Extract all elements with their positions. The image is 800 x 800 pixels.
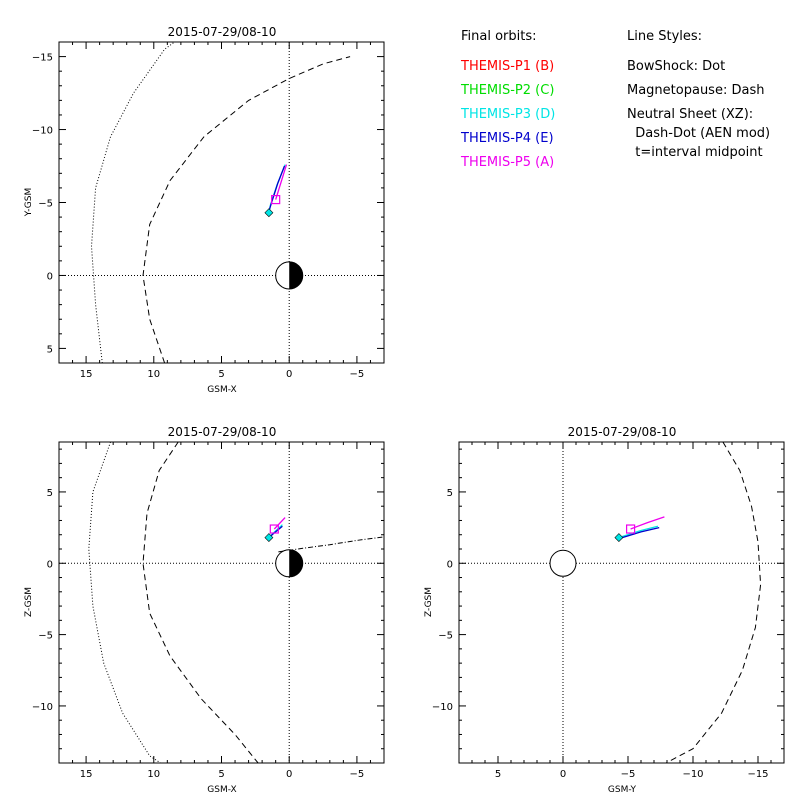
xy-ytick-label: 5 bbox=[47, 344, 53, 355]
xz-bow-shock bbox=[88, 442, 161, 763]
xy-xtick-label: −5 bbox=[350, 369, 365, 380]
yz-ylabel: Z-GSM bbox=[424, 587, 434, 617]
xz-plot-area bbox=[59, 442, 384, 763]
legend-style-1: BowShock: Dot bbox=[627, 59, 725, 74]
yz-xtick-label: −15 bbox=[747, 769, 768, 780]
xz-xtick-label: 0 bbox=[286, 769, 292, 780]
xy-xtick-label: 5 bbox=[218, 369, 224, 380]
legend-probe-1: THEMIS-P1 (B) bbox=[460, 59, 554, 74]
xy-ytick-label: −5 bbox=[38, 199, 53, 210]
legend-probe-5: THEMIS-P5 (A) bbox=[460, 155, 554, 170]
xz-ylabel: Z-GSM bbox=[24, 587, 34, 617]
xz-ytick-label: −5 bbox=[38, 631, 53, 642]
xy-plot: 15 10 5 0 −5 −15 −10 −5 0 5 bbox=[32, 41, 385, 380]
xz-marker-square bbox=[269, 524, 279, 534]
xz-title: 2015-07-29/08-10 bbox=[168, 425, 277, 439]
legend-probe-2: THEMIS-P2 (C) bbox=[460, 83, 554, 98]
xz-frame bbox=[58, 441, 385, 764]
xy-ytick-label: −15 bbox=[32, 53, 53, 64]
xy-xtick-label: 0 bbox=[286, 369, 292, 380]
legend-style-4: Dash-Dot (AEN mod) bbox=[627, 126, 770, 141]
xy-xlabel: GSM-X bbox=[207, 385, 236, 395]
yz-xtick-label: 0 bbox=[560, 769, 566, 780]
yz-xtick-label: −10 bbox=[682, 769, 703, 780]
xz-xlabel: GSM-X bbox=[207, 785, 236, 795]
yz-plot-area bbox=[459, 442, 784, 763]
legend-style-3: Neutral Sheet (XZ): bbox=[627, 107, 753, 122]
xy-marker-square bbox=[271, 194, 281, 205]
xz-xtick-label: 5 bbox=[218, 769, 224, 780]
yz-earth bbox=[549, 549, 577, 577]
xy-ytick-label: −10 bbox=[32, 126, 53, 137]
yz-orbit-2 bbox=[620, 526, 660, 539]
yz-magnetopause bbox=[664, 442, 762, 763]
xz-neutral-sheet bbox=[278, 536, 384, 553]
xy-ylabel: Y-GSM bbox=[24, 188, 34, 217]
xz-xtick-label: 10 bbox=[147, 769, 160, 780]
yz-xlabel: GSM-Y bbox=[608, 785, 637, 795]
legend-styles-title: Line Styles: bbox=[627, 29, 702, 44]
yz-ytick-label: −5 bbox=[438, 631, 453, 642]
legend-style-2: Magnetopause: Dash bbox=[627, 83, 764, 98]
xy-xtick-label: 15 bbox=[80, 369, 93, 380]
xy-earth-night-side bbox=[289, 261, 303, 289]
xy-title: 2015-07-29/08-10 bbox=[168, 25, 277, 39]
xz-plot: 15 10 5 0 −5 5 0 −5 −10 bbox=[32, 441, 385, 780]
xz-ytick-label: 0 bbox=[47, 559, 53, 570]
yz-frame bbox=[458, 441, 785, 764]
yz-ytick-label: 5 bbox=[447, 488, 453, 499]
xy-orbit-2 bbox=[268, 165, 286, 212]
xy-marker-diamond bbox=[264, 208, 274, 218]
xz-xtick-label: 15 bbox=[80, 769, 93, 780]
yz-plot: 5 0 −5 −10 −15 5 0 −5 −10 bbox=[432, 441, 785, 780]
yz-xtick-label: −5 bbox=[621, 769, 636, 780]
yz-ytick-label: −10 bbox=[432, 702, 453, 713]
yz-xtick-label: 5 bbox=[495, 769, 501, 780]
xy-orbit-3 bbox=[275, 164, 288, 200]
xy-plot-area bbox=[59, 42, 384, 363]
xz-ytick-label: −10 bbox=[32, 702, 53, 713]
xy-frame bbox=[58, 41, 385, 364]
xz-magnetopause bbox=[142, 442, 259, 763]
yz-ytick-label: 0 bbox=[447, 559, 453, 570]
yz-title: 2015-07-29/08-10 bbox=[568, 425, 677, 439]
legend-style-5: t=interval midpoint bbox=[627, 145, 763, 160]
legend-probe-4: THEMIS-P4 (E) bbox=[460, 131, 554, 146]
xy-bow-shock bbox=[90, 42, 176, 363]
legend-orbits-title: Final orbits: bbox=[461, 29, 537, 44]
xz-ytick-label: 5 bbox=[47, 488, 53, 499]
xy-ytick-label: 0 bbox=[47, 271, 53, 282]
xz-marker-diamond bbox=[264, 533, 274, 543]
xz-earth-night-side bbox=[289, 549, 303, 577]
xz-xtick-label: −5 bbox=[350, 769, 365, 780]
yz-orbit-3 bbox=[630, 516, 665, 530]
yz-orbit-1 bbox=[618, 525, 659, 539]
legend-probe-3: THEMIS-P3 (D) bbox=[460, 107, 555, 122]
yz-marker-diamond bbox=[614, 533, 624, 543]
xy-xtick-label: 10 bbox=[147, 369, 160, 380]
yz-marker-square bbox=[625, 524, 636, 534]
xy-magnetopause bbox=[142, 56, 351, 363]
xz-orbit-3 bbox=[273, 517, 286, 530]
